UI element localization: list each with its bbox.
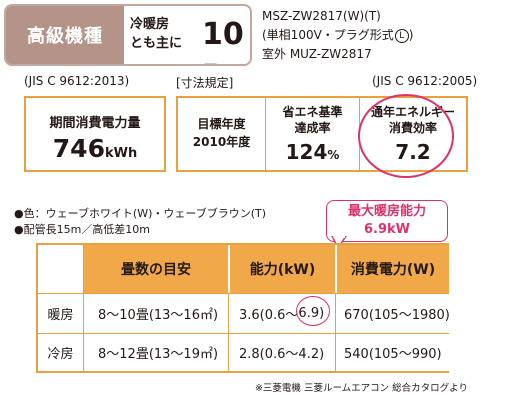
grade-label: 高級機種 xyxy=(6,6,124,64)
table-row: 冷房 8〜12畳(13〜19㎡) 2.8(0.6〜4.2) 540(105〜99… xyxy=(38,333,449,371)
row-power: 540(105〜990) xyxy=(335,334,449,371)
room-size-value: 10 xyxy=(202,17,244,52)
annual-power-box: 期間消費電力量 746kWh xyxy=(24,96,166,172)
annual-power-value: 746kWh xyxy=(26,134,164,163)
callout-line1: 最大暖房能力 xyxy=(347,204,426,219)
max-capacity-circle xyxy=(296,296,330,326)
callout-tail xyxy=(331,236,347,250)
dimension-label: [寸法規定] xyxy=(176,76,234,90)
row-mode: 暖房 xyxy=(47,308,74,323)
energy-rate-title: 省エネ基準 達成率 xyxy=(266,104,359,136)
annual-power-unit: kWh xyxy=(104,146,138,161)
energy-rate-number: 124 xyxy=(285,140,328,164)
power-spec: (単相100V・プラグ形式 L) xyxy=(262,26,413,45)
apf-highlight-circle xyxy=(358,94,454,178)
annual-power-title: 期間消費電力量 xyxy=(49,116,141,131)
room-size-unit: 畳 xyxy=(202,63,219,64)
usage-mode: 冷暖房 とも主に xyxy=(130,15,182,53)
annual-power-number: 746 xyxy=(52,134,105,163)
model-outdoor: 室外 MUZ-ZW2817 xyxy=(262,47,372,61)
usage-mode-line2: とも主に xyxy=(130,36,183,51)
header-power: 消費電力(W) xyxy=(335,245,449,293)
standard-2005: (JIS C 9612:2005) xyxy=(372,74,478,88)
model-info: MSZ-ZW2817(W)(T) (単相100V・プラグ形式 L) 室外 MUZ-… xyxy=(262,7,413,64)
standard-2013: (JIS C 9612:2013) xyxy=(24,74,130,88)
room-size: 10 畳 xyxy=(202,17,250,65)
usage-mode-line1: 冷暖房 xyxy=(130,17,170,32)
table-header-row: 畳数の目安 能力(kW) 消費電力(W) xyxy=(38,245,449,293)
note-piping: ●配管長15m／高低差10m xyxy=(14,223,151,236)
target-year-cell: 目標年度 2010年度 xyxy=(178,98,266,170)
max-heating-callout: 最大暖房能力 6.9kW xyxy=(326,200,448,242)
notes: ●色：ウェーブホワイト(W)・ウェーブブラウン(T) ●配管長15m／高低差10… xyxy=(14,206,266,238)
row-size: 8〜12畳(13〜19㎡) xyxy=(83,334,228,371)
source-note: ※三菱電機 三菱ルームエアコン 総合カタログより xyxy=(254,383,468,394)
table-row: 暖房 8〜10畳(13〜16㎡) 3.6(0.6〜 6.9) 670(105〜19… xyxy=(38,293,450,333)
plug-l-icon: L xyxy=(394,28,409,43)
target-year-line2: 2010年度 xyxy=(192,135,251,149)
header-room-size: 畳数の目安 xyxy=(83,245,228,293)
row-power: 670(105〜1980) xyxy=(335,294,450,333)
note-color: ●色：ウェーブホワイト(W)・ウェーブブラウン(T) xyxy=(14,207,267,220)
target-year-line1: 目標年度 xyxy=(197,117,246,131)
capacity-prefix: 3.6(0.6〜 xyxy=(239,308,299,323)
row-capacity: 2.8(0.6〜4.2) xyxy=(228,334,335,371)
grade-badge: 高級機種 冷暖房 とも主に 10 畳 xyxy=(4,4,252,66)
header-capacity: 能力(kW) xyxy=(228,245,335,293)
target-year: 目標年度 2010年度 xyxy=(178,115,265,151)
row-mode: 冷房 xyxy=(47,347,74,362)
spec-table: 畳数の目安 能力(kW) 消費電力(W) 暖房 8〜10畳(13〜16㎡) 3.… xyxy=(36,243,450,373)
energy-rate-line2: 達成率 xyxy=(294,121,331,135)
model-indoor: MSZ-ZW2817(W)(T) xyxy=(262,9,381,23)
callout-line2: 6.9kW xyxy=(363,222,410,237)
header-empty xyxy=(38,245,83,293)
power-spec-text: (単相100V・プラグ形式 xyxy=(262,28,394,42)
row-size: 8〜10畳(13〜16㎡) xyxy=(83,294,228,333)
energy-rate-value: 124% xyxy=(266,140,359,164)
energy-rate-cell: 省エネ基準 達成率 124% xyxy=(266,98,360,170)
energy-rate-line1: 省エネ基準 xyxy=(282,105,343,119)
energy-rate-unit: % xyxy=(327,148,340,162)
power-spec-close: ) xyxy=(408,28,414,42)
